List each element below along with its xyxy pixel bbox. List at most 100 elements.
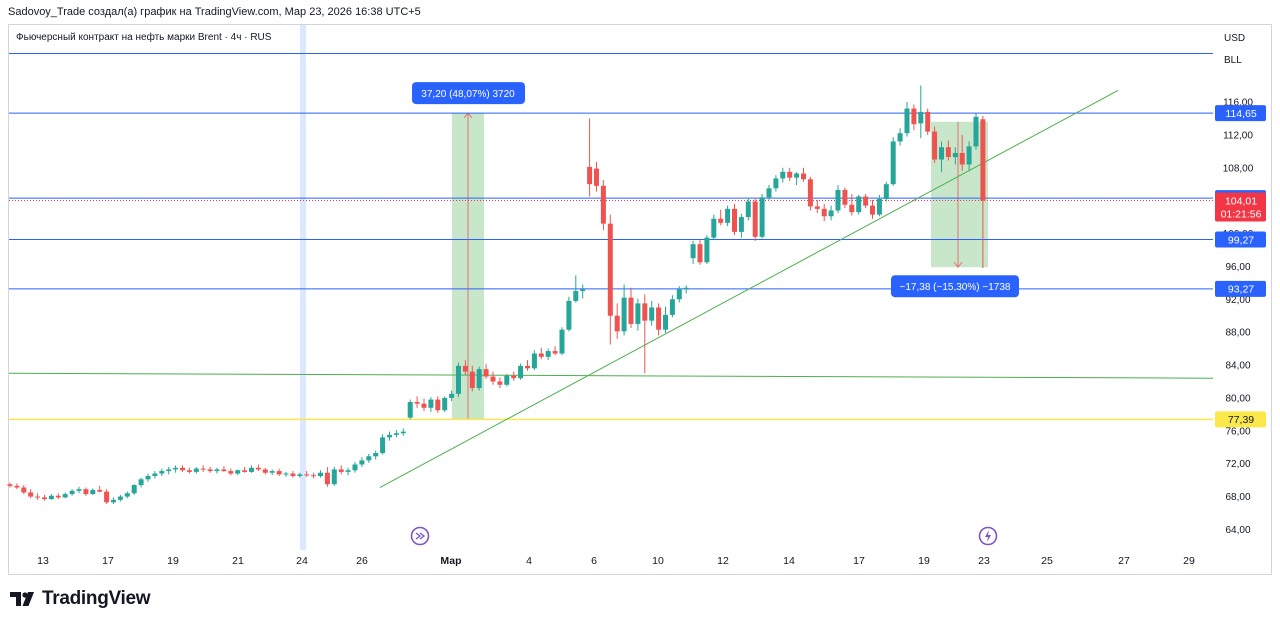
drop-measure-label-bg — [891, 275, 1019, 298]
candle-body — [186, 470, 192, 472]
candle-body — [511, 375, 517, 379]
candle-body — [166, 469, 172, 472]
candle-body — [642, 303, 648, 321]
candle-body — [359, 460, 365, 465]
candle-body — [255, 467, 261, 470]
vertical-date-highlight — [300, 25, 306, 550]
candle-body — [21, 487, 27, 493]
y-axis-tick-label: 64,00 — [1225, 525, 1250, 536]
candle-body — [870, 205, 875, 215]
candle-body — [28, 492, 34, 497]
y-axis-tick-label: 80,00 — [1225, 393, 1250, 404]
candle-body — [55, 495, 61, 498]
candle-body — [297, 474, 303, 477]
candle-body — [504, 375, 510, 385]
x-axis-tick-label: 17 — [853, 555, 865, 567]
candle-body — [428, 399, 434, 408]
lightning-event-icon[interactable] — [978, 526, 998, 546]
level-price-label-bg — [1215, 231, 1266, 248]
y-axis-tick-label: 112,00 — [1223, 130, 1253, 141]
candle-body — [890, 141, 896, 185]
x-axis-tick-label: 25 — [1041, 555, 1053, 567]
x-axis-tick-label: 27 — [1118, 555, 1130, 567]
candle-body — [449, 393, 455, 398]
labels-layer: 114,65104,3099,2793,2777,39104,0101:21:5… — [412, 82, 1266, 428]
x-axis-tick-label: Мар — [440, 555, 461, 567]
candle-body — [290, 473, 296, 477]
candle-body — [911, 108, 917, 125]
candle-body — [676, 289, 682, 300]
x-axis-tick-label: 19 — [918, 555, 930, 567]
candle-body — [683, 287, 689, 290]
candle-body — [559, 329, 565, 354]
candle-body — [7, 484, 13, 486]
candle-body — [62, 494, 68, 498]
drop-measure-box — [931, 121, 988, 268]
candle-body — [83, 489, 89, 495]
chart-author-header: Sadovoy_Trade создал(а) график на Tradin… — [8, 6, 421, 18]
level-price-label-bg — [1215, 411, 1266, 428]
candle-body — [828, 210, 834, 217]
candle-body — [138, 479, 144, 486]
measure-layer — [452, 112, 988, 420]
brand-name: TradingView — [42, 588, 151, 609]
candle-body — [945, 147, 951, 158]
candle-body — [849, 204, 855, 213]
candle-body — [352, 464, 358, 471]
candle-body — [959, 152, 965, 165]
dividend-icon[interactable] — [410, 526, 430, 546]
candle-body — [518, 365, 524, 379]
tradingview-logo: TradingView — [10, 588, 151, 610]
candle-body — [525, 365, 530, 369]
candle-body — [773, 178, 779, 189]
y-axis-tick-label: 116,00 — [1223, 98, 1253, 109]
candle-body — [380, 437, 386, 453]
candle-body — [152, 473, 158, 477]
candle-body — [883, 184, 889, 199]
candle-body — [497, 381, 503, 385]
candle-body — [621, 297, 627, 332]
candle-body — [663, 314, 668, 330]
candle-body — [649, 307, 655, 321]
x-axis-tick-label: 4 — [526, 555, 532, 567]
candle-body — [324, 472, 330, 485]
candle-body — [387, 434, 392, 438]
candle-body — [159, 471, 165, 474]
candle-body — [145, 476, 151, 480]
candle-body — [607, 223, 613, 316]
x-axis-tick-label: 12 — [717, 555, 729, 567]
x-axis-tick-label: 17 — [102, 555, 114, 567]
symbol-title[interactable]: Фьючерсный контракт на нефть марки Brent… — [16, 32, 272, 43]
candle-body — [235, 470, 241, 474]
candle-body — [69, 490, 75, 495]
candle-body — [249, 467, 254, 472]
unit-button[interactable]: BLL — [1224, 55, 1242, 66]
candle-body — [276, 471, 282, 475]
candle-body — [738, 217, 744, 232]
candle-body — [35, 496, 41, 498]
candle-body — [331, 469, 337, 485]
candle-body — [193, 468, 199, 472]
candle-body — [48, 495, 54, 500]
y-axis-tick-label: 96,00 — [1225, 262, 1250, 273]
candle-body — [600, 185, 606, 224]
candle-body — [228, 471, 234, 474]
x-axis-tick-label: 21 — [232, 555, 244, 567]
candle-body — [697, 244, 703, 263]
candle-body — [628, 297, 634, 324]
candle-body — [594, 168, 599, 186]
candle-body — [573, 291, 579, 301]
currency-button[interactable]: USD — [1224, 33, 1246, 44]
candle-body — [400, 431, 406, 434]
candle-body — [538, 353, 544, 357]
candle-body — [131, 485, 137, 494]
candle-body — [407, 402, 413, 418]
candle-body — [97, 489, 103, 492]
chart-container[interactable] — [8, 24, 1272, 575]
rise-measure-label: 37,20 (48,07%) 3720 — [421, 89, 515, 100]
candle-body — [925, 111, 931, 132]
candle-body — [366, 456, 372, 461]
candle-body — [725, 208, 731, 223]
candle-body — [669, 299, 675, 315]
